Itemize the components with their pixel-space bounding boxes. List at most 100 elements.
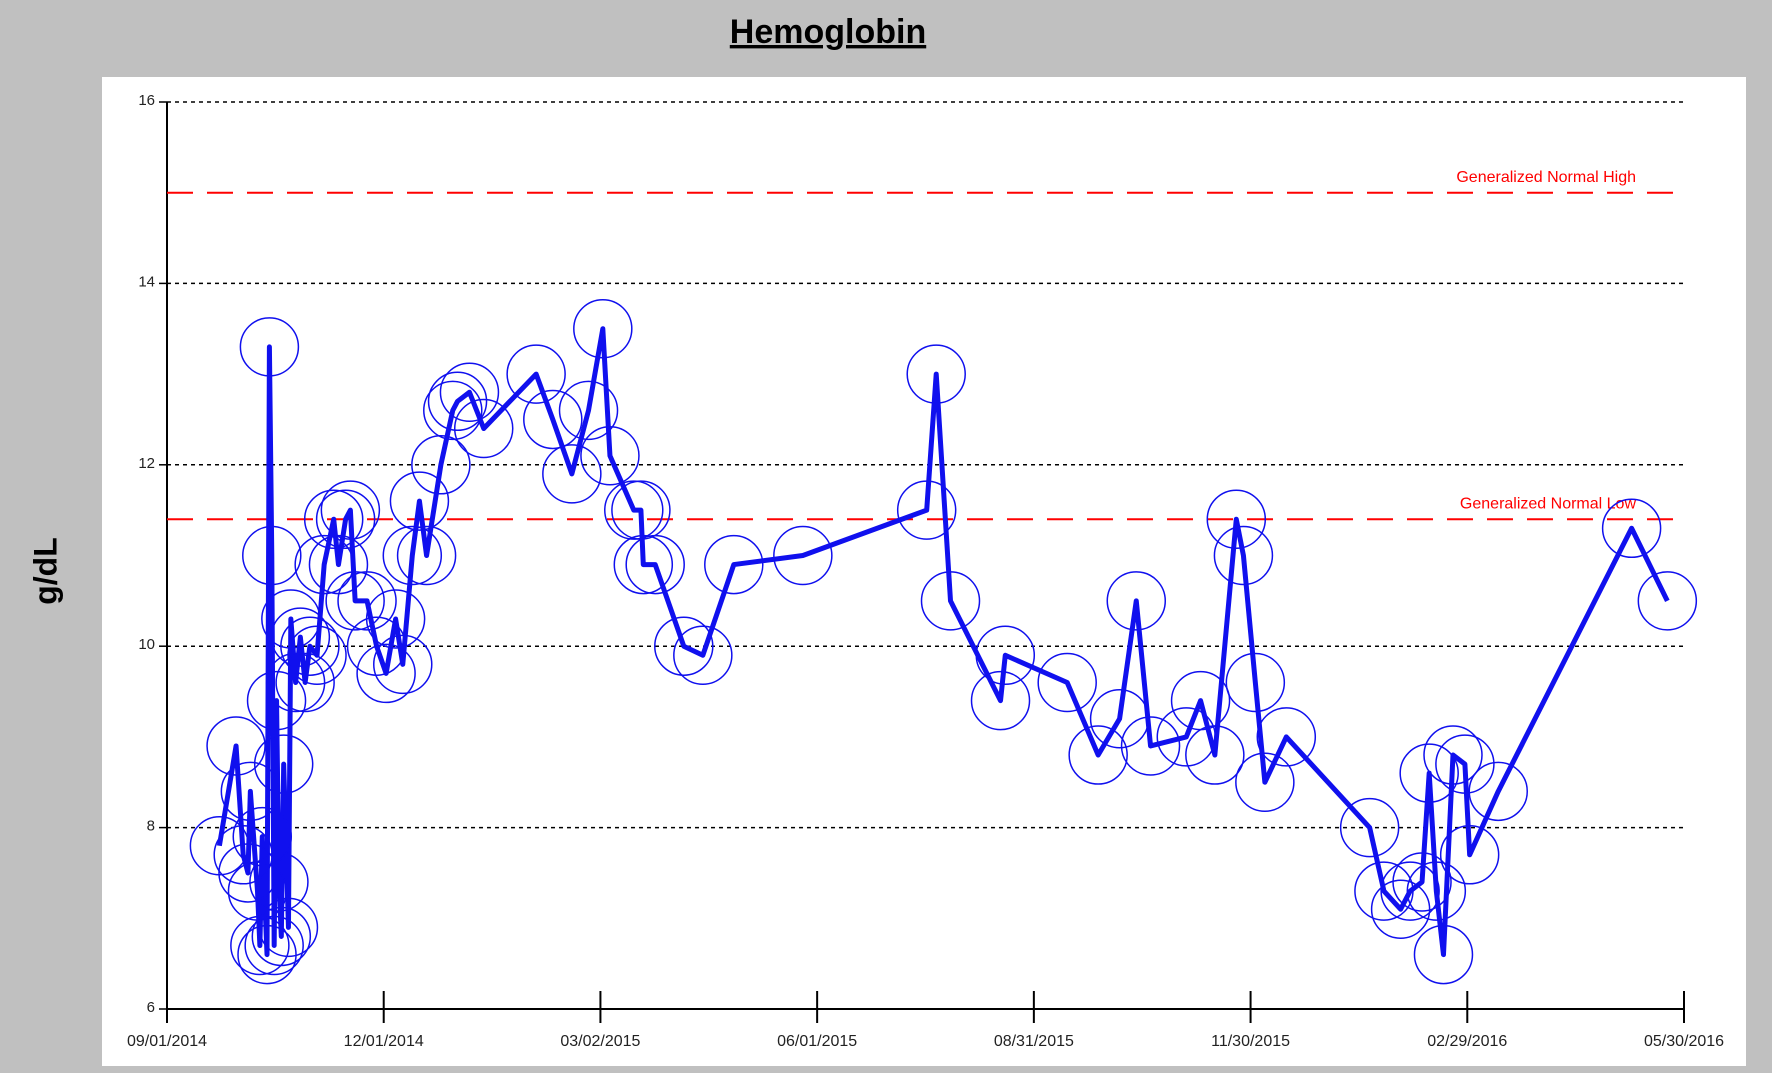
data-point bbox=[542, 444, 602, 504]
data-point bbox=[239, 317, 300, 377]
data-point bbox=[975, 625, 1036, 686]
data-point bbox=[1156, 707, 1217, 767]
data-point bbox=[523, 389, 583, 450]
data-point bbox=[249, 852, 309, 912]
data-point bbox=[1413, 924, 1474, 985]
data-point bbox=[1406, 861, 1467, 921]
data-point bbox=[320, 480, 381, 540]
data-point bbox=[389, 471, 450, 531]
data-point bbox=[265, 652, 326, 713]
data-point bbox=[1468, 761, 1528, 822]
data-point bbox=[275, 652, 335, 713]
data-point bbox=[773, 525, 833, 586]
y-tick-label: 16 bbox=[138, 92, 155, 109]
chart-title: Hemoglobin bbox=[730, 13, 926, 51]
data-point bbox=[1370, 879, 1431, 939]
data-point bbox=[206, 716, 266, 776]
x-tick-label: 11/30/2015 bbox=[1211, 1033, 1290, 1050]
data-point bbox=[423, 380, 483, 441]
x-tick-label: 09/01/2014 bbox=[127, 1033, 207, 1050]
data-point bbox=[1339, 797, 1400, 858]
data-point bbox=[1089, 689, 1150, 749]
y-tick-label: 14 bbox=[138, 273, 155, 290]
y-tick-label: 12 bbox=[138, 455, 155, 472]
data-point bbox=[558, 380, 619, 441]
data-point bbox=[382, 525, 443, 586]
reference-label: Generalized Normal Low bbox=[1460, 495, 1637, 512]
data-point bbox=[287, 625, 347, 686]
data-point bbox=[325, 571, 385, 631]
data-point bbox=[1380, 861, 1440, 921]
data-point bbox=[427, 371, 488, 432]
data-point bbox=[1423, 725, 1483, 785]
data-point bbox=[1037, 652, 1097, 713]
data-point bbox=[673, 625, 733, 686]
data-point bbox=[573, 299, 633, 359]
data-point bbox=[303, 489, 364, 549]
data-point bbox=[1435, 734, 1495, 794]
data-point bbox=[1106, 571, 1167, 631]
data-point bbox=[1206, 489, 1267, 549]
data-point bbox=[220, 761, 281, 822]
data-point bbox=[439, 362, 500, 422]
y-tick-label: 6 bbox=[147, 999, 155, 1016]
data-point bbox=[1354, 861, 1414, 921]
data-point bbox=[625, 534, 685, 595]
plot-panel bbox=[102, 77, 1746, 1066]
data-point bbox=[356, 643, 416, 704]
data-point bbox=[280, 616, 340, 676]
y-tick-label: 8 bbox=[147, 818, 155, 835]
data-point bbox=[218, 843, 278, 903]
x-tick-label: 02/29/2016 bbox=[1427, 1033, 1507, 1050]
data-point bbox=[237, 924, 297, 985]
data-point bbox=[1399, 743, 1459, 803]
data-point bbox=[1392, 852, 1452, 912]
data-point bbox=[258, 897, 319, 958]
data-point bbox=[1601, 498, 1662, 559]
reference-label: Generalized Normal High bbox=[1456, 169, 1636, 186]
data-point bbox=[1120, 716, 1181, 776]
data-point bbox=[315, 489, 376, 549]
data-point bbox=[365, 589, 426, 649]
y-axis-label: g/dL bbox=[27, 537, 63, 605]
data-point bbox=[1213, 525, 1274, 586]
x-tick-label: 08/31/2015 bbox=[994, 1033, 1074, 1050]
data-point bbox=[906, 344, 966, 404]
data-point bbox=[270, 607, 331, 667]
data-point bbox=[1068, 725, 1128, 785]
data-point bbox=[1225, 652, 1286, 713]
data-point bbox=[213, 825, 273, 885]
data-point bbox=[1235, 752, 1295, 812]
data-point bbox=[244, 915, 304, 976]
data-point bbox=[506, 344, 566, 404]
x-tick-label: 03/02/2015 bbox=[560, 1033, 640, 1050]
data-point bbox=[604, 480, 664, 540]
data-point bbox=[1185, 725, 1245, 785]
data-point bbox=[453, 398, 514, 459]
x-tick-label: 12/01/2014 bbox=[344, 1033, 424, 1050]
data-point bbox=[411, 435, 471, 495]
data-point bbox=[613, 534, 674, 595]
data-point bbox=[1637, 571, 1698, 631]
data-point bbox=[242, 525, 302, 586]
data-point bbox=[337, 571, 397, 631]
data-point bbox=[704, 534, 764, 595]
x-tick-label: 05/30/2016 bbox=[1644, 1033, 1724, 1050]
data-point bbox=[253, 734, 314, 794]
data-point bbox=[294, 534, 354, 595]
data-point bbox=[580, 425, 640, 486]
data-point bbox=[373, 634, 433, 695]
data-point bbox=[1439, 825, 1500, 885]
y-tick-label: 10 bbox=[138, 636, 155, 653]
data-point bbox=[920, 571, 981, 631]
data-point bbox=[970, 670, 1031, 731]
data-point bbox=[896, 480, 957, 540]
x-tick-label: 06/01/2015 bbox=[777, 1033, 857, 1050]
data-point bbox=[232, 806, 293, 867]
data-point bbox=[251, 906, 312, 967]
data-point bbox=[1256, 707, 1317, 767]
data-point bbox=[396, 525, 457, 586]
data-point bbox=[654, 616, 714, 676]
